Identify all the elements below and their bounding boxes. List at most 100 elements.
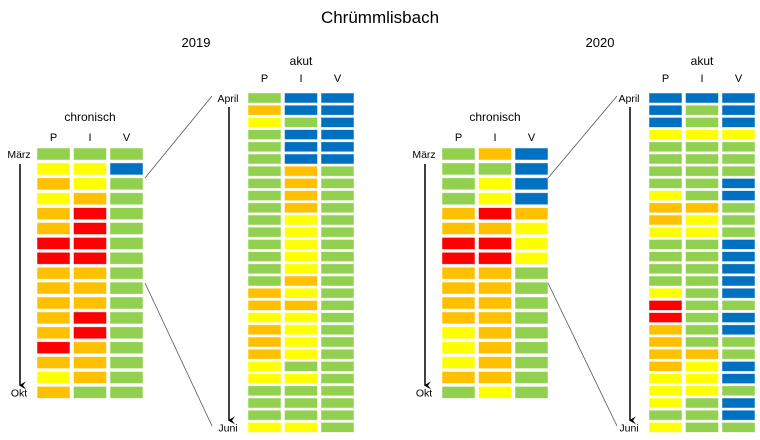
akut-cell bbox=[648, 238, 683, 250]
akut-cell bbox=[320, 275, 355, 287]
chronisch-cell bbox=[441, 385, 476, 399]
chronisch-cell bbox=[109, 385, 144, 399]
akut-cell bbox=[721, 336, 756, 348]
chronisch-cell bbox=[478, 177, 512, 191]
chronisch-cell bbox=[478, 341, 512, 355]
akut-cell bbox=[320, 251, 355, 263]
akut-cell bbox=[685, 312, 719, 324]
akut-cell bbox=[721, 373, 756, 385]
chronisch-cell bbox=[73, 356, 107, 370]
chronisch-cell bbox=[441, 236, 476, 250]
chronisch-cell bbox=[73, 296, 107, 310]
column-header-v: V bbox=[123, 132, 131, 144]
akut-cell bbox=[320, 324, 355, 336]
chronisch-cell bbox=[36, 207, 71, 221]
akut-cell bbox=[721, 214, 756, 226]
akut-cell bbox=[721, 153, 756, 165]
akut-cell bbox=[284, 336, 318, 348]
akut-cell bbox=[320, 263, 355, 275]
akut-cell bbox=[648, 373, 683, 385]
chronisch-cell bbox=[478, 356, 512, 370]
akut-cell bbox=[648, 385, 683, 397]
start-month-label: März bbox=[412, 149, 435, 161]
akut-cell bbox=[721, 190, 756, 202]
chronisch-cell bbox=[109, 266, 144, 280]
akut-cell bbox=[284, 385, 318, 397]
column-header-v: V bbox=[528, 132, 536, 144]
akut-cell bbox=[721, 299, 756, 311]
chronisch-cell bbox=[478, 311, 512, 325]
akut-cell bbox=[721, 275, 756, 287]
akut-cell bbox=[721, 238, 756, 250]
chronisch-cell bbox=[109, 177, 144, 191]
akut-cell bbox=[320, 299, 355, 311]
chronisch-cell bbox=[514, 251, 549, 265]
chronisch-cell bbox=[478, 296, 512, 310]
akut-cell bbox=[648, 397, 683, 409]
akut-cell bbox=[284, 129, 318, 141]
akut-cell bbox=[320, 141, 355, 153]
akut-cell bbox=[648, 275, 683, 287]
akut-cell bbox=[247, 177, 282, 189]
akut-cell bbox=[247, 336, 282, 348]
akut-cell bbox=[648, 348, 683, 360]
chronisch-cell bbox=[478, 326, 512, 340]
chronisch-cell bbox=[514, 296, 549, 310]
start-month-label: April bbox=[217, 93, 238, 105]
year-label: 2020 bbox=[586, 35, 615, 50]
akut-cell bbox=[320, 129, 355, 141]
connector-line-start bbox=[144, 95, 213, 179]
akut-cell bbox=[284, 190, 318, 202]
akut-cell bbox=[721, 421, 756, 433]
akut-cell bbox=[320, 421, 355, 433]
akut-cell bbox=[320, 287, 355, 299]
akut-cell bbox=[247, 202, 282, 214]
column-header-i: I bbox=[493, 132, 496, 144]
akut-cell bbox=[648, 336, 683, 348]
column-header-p: P bbox=[261, 73, 268, 85]
chronisch-cell bbox=[73, 147, 107, 161]
chronisch-cell bbox=[478, 207, 512, 221]
akut-cell bbox=[247, 92, 282, 104]
column-header-p: P bbox=[662, 73, 669, 85]
column-header-p: P bbox=[50, 132, 57, 144]
chronisch-cell bbox=[109, 207, 144, 221]
akut-cell bbox=[320, 202, 355, 214]
akut-cell bbox=[247, 153, 282, 165]
akut-cell bbox=[685, 104, 719, 116]
akut-cell bbox=[284, 324, 318, 336]
akut-cell bbox=[721, 409, 756, 421]
chronisch-cell bbox=[441, 162, 476, 176]
akut-cell bbox=[721, 397, 756, 409]
chronisch-cell bbox=[478, 192, 512, 206]
akut-cell bbox=[247, 373, 282, 385]
akut-cell bbox=[685, 348, 719, 360]
akut-cell bbox=[721, 312, 756, 324]
akut-cell bbox=[685, 421, 719, 433]
chronisch-cell bbox=[109, 147, 144, 161]
akut-cell bbox=[648, 360, 683, 372]
akut-cell bbox=[685, 287, 719, 299]
akut-cell bbox=[284, 251, 318, 263]
end-month-label: Juni bbox=[218, 422, 237, 434]
akut-cell bbox=[320, 360, 355, 372]
akut-cell bbox=[648, 251, 683, 263]
akut-cell bbox=[247, 214, 282, 226]
end-month-label: Juni bbox=[619, 422, 638, 434]
akut-cell bbox=[685, 129, 719, 141]
chronisch-cell bbox=[73, 222, 107, 235]
chronisch-cell bbox=[73, 251, 107, 265]
chronisch-cell bbox=[36, 266, 71, 280]
akut-cell bbox=[648, 177, 683, 189]
akut-cell bbox=[284, 397, 318, 409]
chronisch-cell bbox=[514, 356, 549, 370]
akut-cell bbox=[320, 238, 355, 250]
akut-cell bbox=[284, 202, 318, 214]
akut-cell bbox=[648, 214, 683, 226]
akut-cell bbox=[320, 214, 355, 226]
akut-cell bbox=[247, 165, 282, 177]
akut-cell bbox=[648, 92, 683, 104]
akut-cell bbox=[284, 409, 318, 421]
akut-cell bbox=[284, 226, 318, 238]
akut-cell bbox=[685, 324, 719, 336]
